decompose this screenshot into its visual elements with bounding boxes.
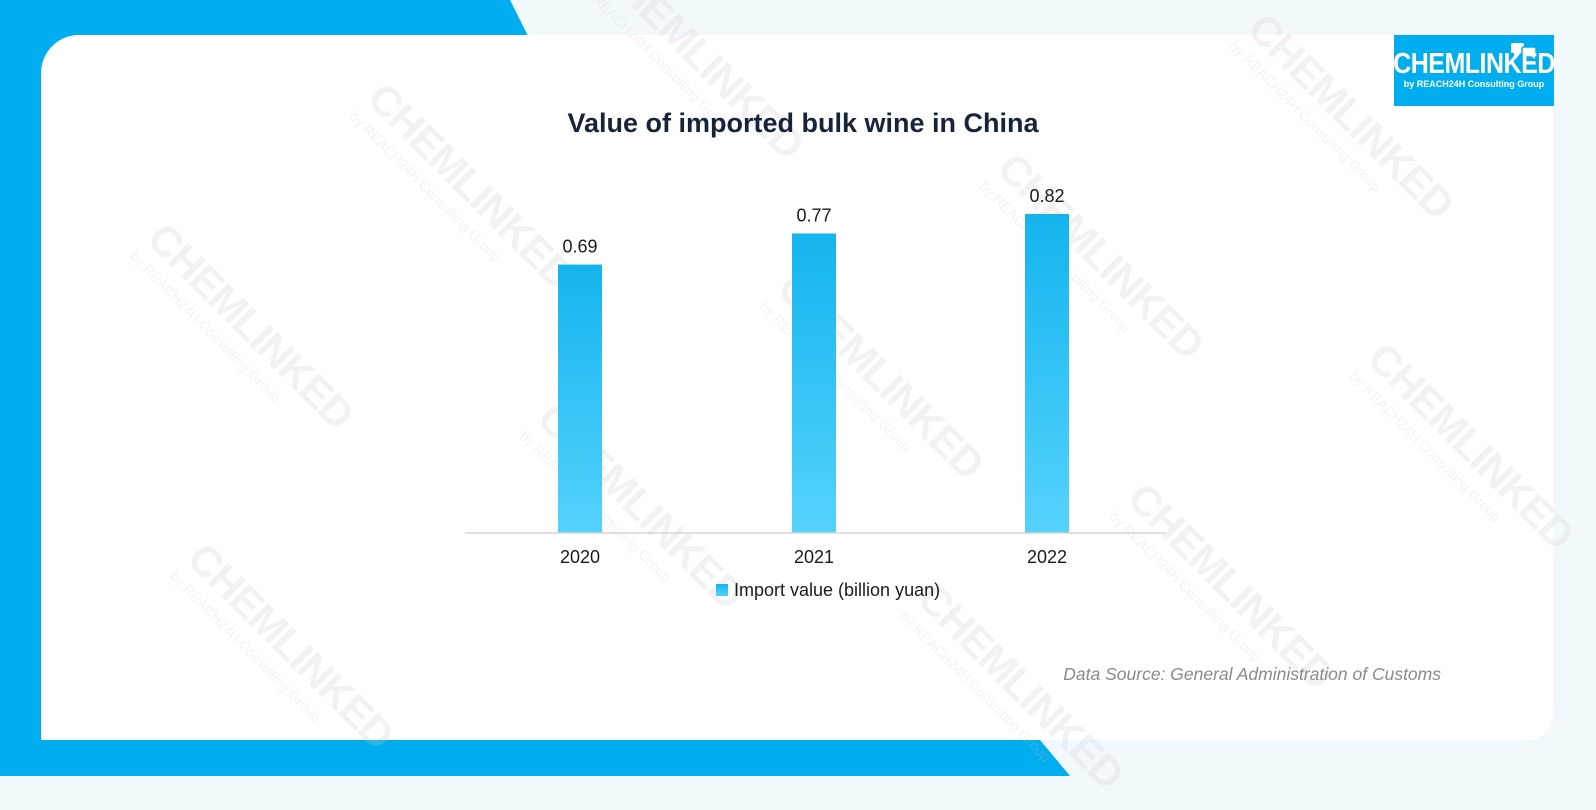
- x-tick-labels: 2020 2021 2022: [560, 547, 1067, 567]
- bar-2020: [558, 264, 602, 533]
- data-source-note: Data Source: General Administration of C…: [1063, 664, 1441, 684]
- legend-swatch: [716, 584, 728, 596]
- logo-wordmark: CHEMLINKED: [1393, 47, 1555, 80]
- data-label-2021: 0.77: [796, 205, 831, 225]
- data-label-2022: 0.82: [1029, 186, 1064, 206]
- logo-tagline: by REACH24H Consulting Group: [1403, 78, 1545, 89]
- bar-2022: [1025, 214, 1069, 533]
- bar-2021: [792, 233, 836, 533]
- x-tick-2022: 2022: [1027, 547, 1067, 567]
- bar-series: 0.69 0.77 0.82: [558, 186, 1069, 533]
- chat-bubbles-icon: [1511, 43, 1537, 59]
- chart-title: Value of imported bulk wine in China: [567, 108, 1039, 138]
- bar-chart: 0.69 0.77 0.82 2020 2021 2022 Import value (…: [465, 186, 1165, 600]
- data-label-2020: 0.69: [562, 237, 597, 257]
- x-tick-2021: 2021: [794, 547, 834, 567]
- brand-logo: CHEMLINKED by REACH24H Consulting Group: [1393, 35, 1555, 106]
- legend: Import value (billion yuan): [716, 580, 940, 600]
- legend-label: Import value (billion yuan): [734, 580, 940, 600]
- x-tick-2020: 2020: [560, 547, 600, 567]
